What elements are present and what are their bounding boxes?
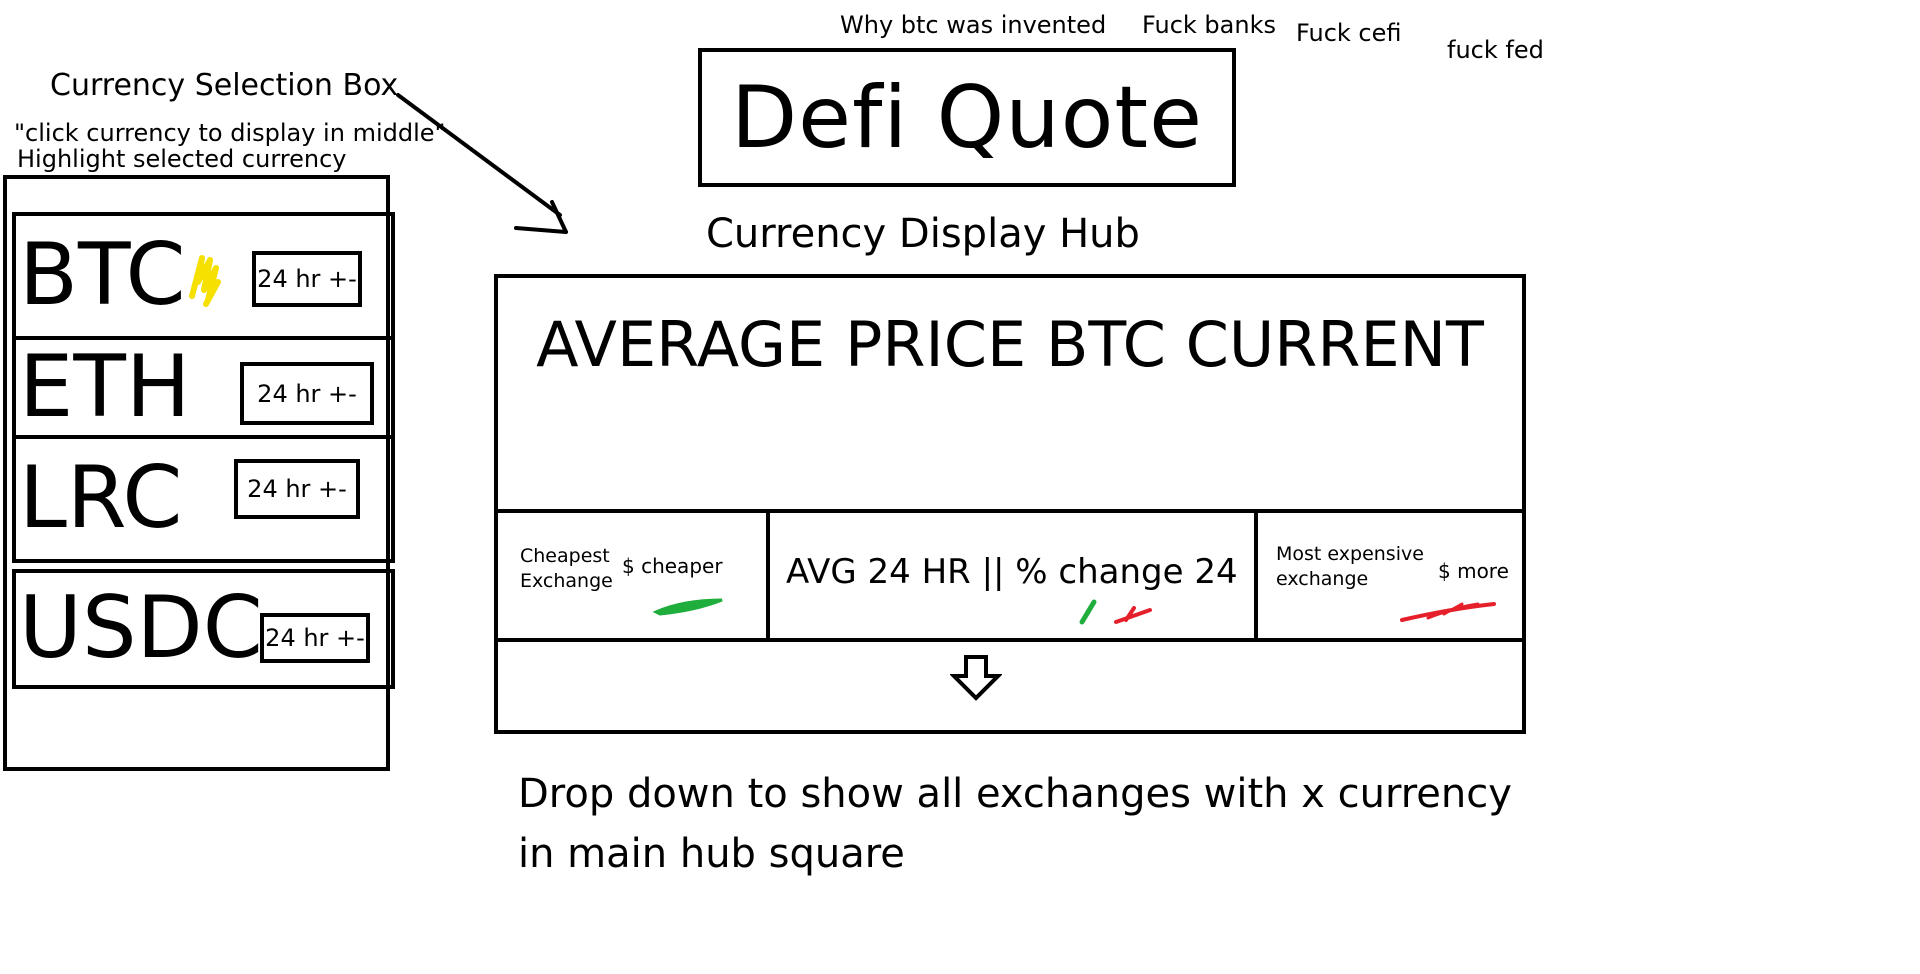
expensive-exchange-label: Most expensive exchange (1276, 543, 1424, 590)
note-why-btc: Why btc was invented (840, 11, 1107, 39)
negative-mark-icon (1400, 602, 1496, 622)
currency-code-btc: BTC (19, 225, 186, 325)
selected-highlight-icon (189, 255, 221, 307)
note-fuck-cefi: Fuck cefi (1296, 19, 1402, 47)
hub-divider-left (766, 509, 770, 642)
currency-selection-box: BTC 24 hr +- ETH 24 hr +- LRC 24 hr +- U… (3, 175, 395, 771)
cheapest-value: $ cheaper (622, 554, 723, 578)
logo-title: Defi Quote (730, 67, 1204, 168)
currency-code-usdc: USDC (19, 578, 263, 678)
hub-divider-right (1254, 509, 1258, 642)
currency-row-usdc[interactable]: USDC 24 hr +- (12, 569, 395, 689)
change-label-usdc: 24 hr +- (265, 624, 365, 652)
change-mark-icon (1079, 599, 1152, 625)
currency-code-lrc: LRC (19, 448, 183, 548)
dropdown-note: Drop down to show all exchanges with x c… (518, 771, 1512, 877)
note-fuck-banks: Fuck banks (1142, 11, 1276, 39)
change-box-btc: 24 hr +- (252, 251, 362, 307)
selection-title: Currency Selection Box (50, 68, 399, 103)
arrow-down-icon[interactable] (950, 654, 1002, 702)
hub-title: Currency Display Hub (706, 211, 1140, 257)
average-price-label: AVERAGE PRICE BTC CURRENT (536, 308, 1484, 381)
change-box-usdc: 24 hr +- (260, 613, 370, 663)
change-label-lrc: 24 hr +- (247, 475, 347, 503)
avg-24hr-label: AVG 24 HR || % change 24 (786, 552, 1238, 592)
selection-instruction: "click currency to display in middle" (14, 119, 446, 147)
change-box-eth: 24 hr +- (240, 362, 374, 425)
hub-divider-top (498, 509, 1522, 513)
change-label-eth: 24 hr +- (257, 379, 357, 408)
selection-highlight-note: Highlight selected currency (17, 145, 347, 173)
hub-divider-bottom (498, 638, 1522, 642)
note-fuck-fed: fuck fed (1447, 36, 1544, 64)
currency-row-lrc[interactable]: LRC 24 hr +- (12, 435, 395, 563)
change-box-lrc: 24 hr +- (234, 459, 360, 519)
currency-row-eth[interactable]: ETH 24 hr +- (12, 336, 395, 439)
currency-display-hub: AVERAGE PRICE BTC CURRENT Cheapest Excha… (494, 274, 1526, 734)
expensive-value: $ more (1438, 559, 1509, 583)
positive-mark-icon (652, 598, 723, 616)
logo-box: Defi Quote (698, 48, 1236, 187)
cheapest-exchange-label: Cheapest Exchange (520, 545, 613, 592)
currency-row-btc[interactable]: BTC 24 hr +- (12, 212, 395, 340)
change-label-btc: 24 hr +- (257, 265, 357, 293)
currency-code-eth: ETH (19, 337, 191, 437)
